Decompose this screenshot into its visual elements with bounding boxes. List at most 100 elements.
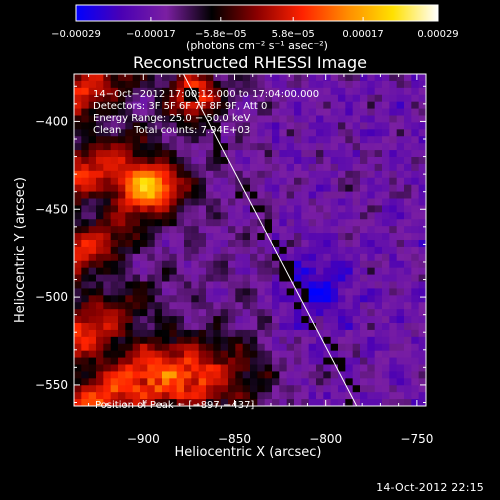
heatmap-cell	[257, 198, 266, 206]
heatmap-cell	[301, 136, 310, 144]
heatmap-cell	[294, 323, 302, 331]
heatmap-cell	[74, 295, 82, 303]
heatmap-cell	[96, 399, 104, 406]
heatmap-cell	[250, 302, 258, 310]
heatmap-cell	[323, 198, 332, 206]
heatmap-cell	[360, 205, 368, 213]
heatmap-cell	[257, 274, 266, 282]
heatmap-cell	[264, 295, 273, 303]
heatmap-cell	[323, 343, 332, 352]
heatmap-cell	[198, 371, 207, 379]
heatmap-cell	[250, 184, 258, 192]
heatmap-cell	[125, 129, 134, 137]
heatmap-cell	[110, 87, 119, 96]
heatmap-cell	[213, 302, 222, 310]
heatmap-cell	[272, 288, 280, 296]
heatmap-cell	[396, 240, 405, 248]
heatmap-cell	[103, 240, 112, 248]
heatmap-cell	[286, 246, 295, 255]
heatmap-cell	[103, 288, 112, 296]
heatmap-cell	[176, 170, 185, 179]
heatmap-cell	[81, 336, 90, 345]
heatmap-cell	[308, 177, 317, 186]
heatmap-cell	[169, 212, 178, 220]
heatmap-cell	[250, 212, 258, 220]
heatmap-cell	[242, 226, 251, 234]
heatmap-cell	[286, 136, 295, 144]
heatmap-cell	[286, 323, 295, 331]
heatmap-cell	[389, 177, 398, 186]
heatmap-cell	[191, 233, 200, 241]
heatmap-cell	[81, 309, 90, 317]
heatmap-cell	[352, 115, 361, 123]
heatmap-cell	[301, 219, 310, 227]
heatmap-cell	[301, 205, 310, 213]
heatmap-cell	[272, 343, 280, 352]
heatmap-cell	[279, 226, 288, 234]
heatmap-cell	[184, 260, 192, 269]
heatmap-cell	[184, 240, 192, 248]
heatmap-cell	[374, 302, 383, 310]
heatmap-cell	[411, 378, 420, 386]
heatmap-cell	[88, 129, 97, 137]
heatmap-cell	[74, 87, 82, 96]
heatmap-cell	[154, 191, 163, 199]
heatmap-cell	[81, 329, 90, 338]
heatmap-cell	[88, 316, 97, 324]
heatmap-cell	[330, 80, 339, 89]
heatmap-cell	[330, 94, 339, 103]
heatmap-cell	[169, 198, 178, 206]
heatmap-cell	[132, 329, 141, 338]
heatmap-cell	[272, 205, 280, 213]
heatmap-cell	[352, 108, 361, 116]
heatmap-cell	[264, 184, 273, 192]
heatmap-cell	[213, 177, 222, 186]
heatmap-cell	[125, 191, 134, 199]
heatmap-cell	[418, 177, 426, 186]
heatmap-cell	[228, 212, 236, 220]
heatmap-cell	[96, 246, 104, 255]
heatmap-cell	[88, 94, 97, 103]
heatmap-cell	[279, 392, 288, 400]
heatmap-cell	[88, 392, 97, 400]
heatmap-cell	[96, 143, 104, 151]
heatmap-cell	[103, 385, 112, 393]
heatmap-cell	[389, 246, 398, 255]
heatmap-cell	[323, 94, 332, 103]
heatmap-cell	[220, 378, 229, 386]
heatmap-cell	[118, 281, 126, 289]
heatmap-cell	[360, 399, 368, 406]
heatmap-cell	[154, 309, 163, 317]
heatmap-cell	[323, 240, 332, 248]
heatmap-cell	[206, 115, 214, 123]
heatmap-cell	[301, 74, 310, 82]
heatmap-cell	[198, 115, 207, 123]
heatmap-cell	[389, 115, 398, 123]
heatmap-cell	[169, 357, 178, 365]
heatmap-cell	[147, 115, 156, 123]
heatmap-cell	[316, 253, 324, 262]
heatmap-cell	[308, 399, 317, 406]
heatmap-cell	[220, 343, 229, 352]
heatmap-cell	[110, 226, 119, 234]
heatmap-cell	[88, 122, 97, 130]
heatmap-cell	[118, 357, 126, 365]
heatmap-cell	[132, 143, 141, 151]
heatmap-cell	[198, 385, 207, 393]
heatmap-cell	[198, 212, 207, 220]
heatmap-cell	[103, 94, 112, 103]
heatmap-cell	[74, 184, 82, 192]
heatmap-cell	[367, 371, 376, 379]
heatmap-cell	[118, 136, 126, 144]
heatmap-cell	[323, 205, 332, 213]
heatmap-cell	[235, 357, 244, 365]
heatmap-cell	[272, 122, 280, 130]
heatmap-cell	[330, 136, 339, 144]
heatmap-cell	[132, 191, 141, 199]
heatmap-cell	[81, 184, 90, 192]
heatmap-cell	[367, 170, 376, 179]
heatmap-cell	[74, 253, 82, 262]
heatmap-cell	[176, 274, 185, 282]
heatmap-cell	[96, 385, 104, 393]
heatmap-cell	[330, 177, 339, 186]
